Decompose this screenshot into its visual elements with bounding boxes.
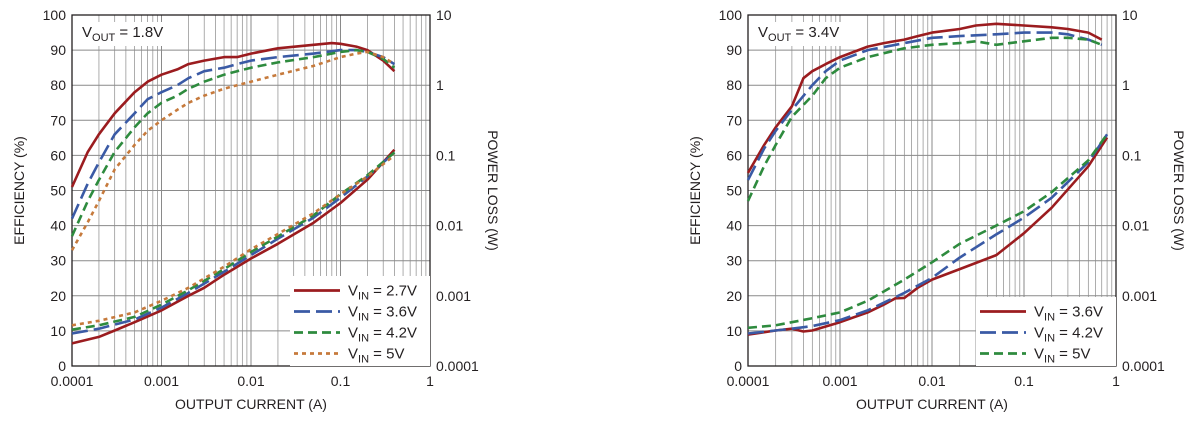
- y-tick-label: 10: [726, 323, 742, 339]
- y2-tick-label: 1: [1122, 77, 1130, 93]
- x-tick-label: 0.0001: [727, 373, 770, 389]
- power-loss-line-series-1: [747, 136, 1109, 336]
- plot-frame: [747, 14, 1117, 367]
- x-tick-label: 0.1: [331, 373, 351, 389]
- y-tick-label: 60: [726, 147, 742, 163]
- efficiency-line-series-2: [746, 31, 1103, 181]
- x-tick-label: 1: [1112, 373, 1120, 389]
- y-tick-label: 20: [50, 288, 66, 304]
- chart-1: 0 10 20 30 40 50 60 70 80 90 100 0.0001 0.001 0.01 0.1…: [11, 7, 501, 412]
- y-tick-label: 90: [50, 42, 66, 58]
- plot-frame: [71, 14, 431, 367]
- y2-tick-label: 0.01: [436, 218, 463, 234]
- y-axis-label: EFFICIENCY (%): [687, 136, 703, 245]
- power-loss-line-series-1: [71, 148, 396, 345]
- vout-annotation: VOUT = 3.4V: [758, 24, 839, 44]
- power-loss-line-series-3: [747, 133, 1109, 330]
- y2-axis-label: POWER LOSS (W): [1171, 130, 1187, 251]
- gridlines: [748, 15, 1116, 366]
- y-tick-label: 70: [50, 112, 66, 128]
- y-tick-label: 40: [50, 218, 66, 234]
- y2-tick-label: 0.1: [1122, 147, 1142, 163]
- y2-tick-label: 0.0001: [436, 358, 479, 374]
- y-tick-label: 100: [43, 7, 67, 23]
- y-tick-label: 0: [58, 358, 66, 374]
- efficiency-line-series-1: [70, 41, 396, 188]
- y2-tick-label: 0.0001: [1122, 358, 1165, 374]
- legend-entry: VIN = 3.6V: [348, 304, 417, 324]
- y-tick-label: 90: [726, 42, 742, 58]
- y-tick-label: 80: [50, 77, 66, 93]
- legend-entry: VIN = 4.2V: [348, 325, 417, 345]
- y-tick-label: 0: [734, 358, 742, 374]
- y-tick-label: 50: [50, 183, 66, 199]
- y-tick-label: 100: [719, 7, 743, 23]
- x-tick-label: 0.01: [237, 373, 264, 389]
- series-lines: [70, 41, 396, 345]
- power-loss-line-series-4: [71, 154, 396, 327]
- legend-entry: VIN = 5V: [1034, 346, 1090, 366]
- y-tick-label: 80: [726, 77, 742, 93]
- x-tick-label: 0.01: [918, 373, 945, 389]
- power-loss-line-series-2: [747, 133, 1109, 335]
- y-tick-label: 30: [50, 253, 66, 269]
- y2-tick-label: 0.01: [1122, 218, 1149, 234]
- x-tick-label: 1: [426, 373, 434, 389]
- efficiency-line-series-2: [70, 48, 396, 220]
- x-tick-label: 0.1: [1014, 373, 1034, 389]
- y-tick-label: 50: [726, 183, 742, 199]
- legend-entry: VIN = 3.6V: [1034, 304, 1103, 324]
- efficiency-line-series-3: [746, 36, 1103, 202]
- y2-tick-label: 0.001: [436, 288, 471, 304]
- x-tick-label: 0.001: [144, 373, 179, 389]
- x-axis-label: OUTPUT CURRENT (A): [175, 396, 327, 412]
- y2-tick-label: 10: [1122, 7, 1138, 23]
- vout-annotation: VOUT = 1.8V: [82, 24, 163, 44]
- y-tick-label: 30: [726, 253, 742, 269]
- y2-tick-label: 0.001: [1122, 288, 1157, 304]
- x-tick-label: 0.0001: [51, 373, 94, 389]
- y-tick-label: 60: [50, 147, 66, 163]
- y2-tick-label: 1: [436, 77, 444, 93]
- y-tick-label: 40: [726, 218, 742, 234]
- power-loss-line-series-2: [71, 151, 396, 335]
- efficiency-line-series-4: [70, 50, 396, 251]
- y-axis-label: EFFICIENCY (%): [11, 136, 27, 245]
- x-axis-label: OUTPUT CURRENT (A): [856, 396, 1008, 412]
- series-lines: [746, 22, 1109, 336]
- vout-annotation-bg: [754, 22, 844, 46]
- efficiency-line-series-3: [70, 48, 396, 237]
- efficiency-line-series-1: [746, 22, 1103, 174]
- y-tick-label: 70: [726, 112, 742, 128]
- legend-entry: VIN = 5V: [348, 346, 404, 366]
- legend-entry: VIN = 4.2V: [1034, 325, 1103, 345]
- y2-tick-label: 0.1: [436, 147, 456, 163]
- y2-axis-label: POWER LOSS (W): [485, 130, 501, 251]
- y-tick-label: 10: [50, 323, 66, 339]
- y-tick-label: 20: [726, 288, 742, 304]
- y2-tick-label: 10: [436, 7, 452, 23]
- legend-entry: VIN = 2.7V: [348, 283, 417, 303]
- chart-2: 0 10 20 30 40 50 60 70 80 90 100 0.0001 0.001 0.01 0.1…: [687, 7, 1187, 412]
- x-tick-label: 0.001: [822, 373, 857, 389]
- vout-annotation-bg: [78, 22, 168, 46]
